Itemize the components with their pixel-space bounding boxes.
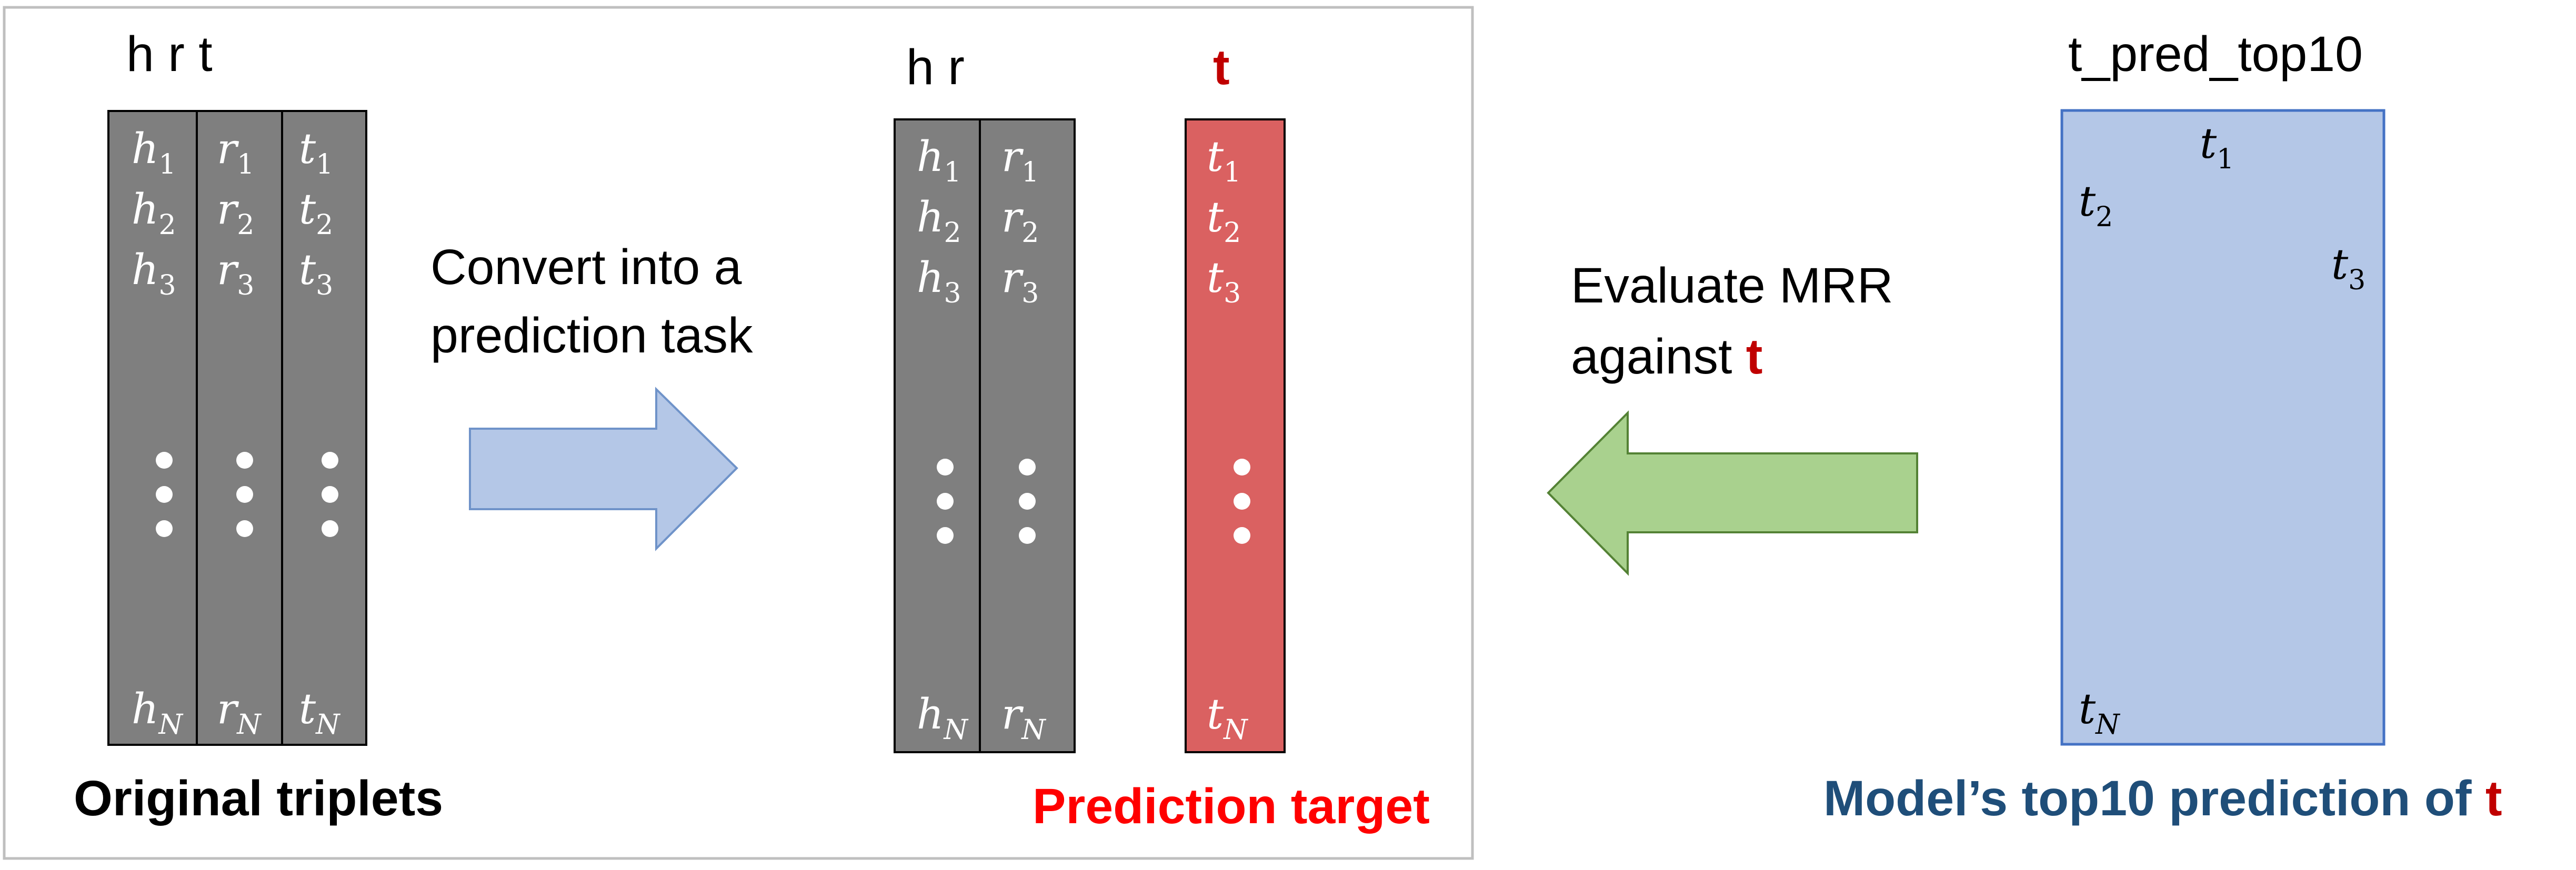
original-ellipsis — [156, 452, 338, 537]
ellipsis-dot — [322, 452, 338, 469]
original-tN: tN — [299, 684, 340, 741]
ellipsis-dot — [156, 520, 173, 537]
original-t3: t3 — [299, 245, 333, 301]
original-h1: h1 — [132, 124, 176, 180]
ellipsis-dot — [156, 486, 173, 503]
original-caption: Original triplets — [74, 771, 443, 826]
top10-tN: tN — [2079, 684, 2120, 741]
ellipsis-dot — [322, 520, 338, 537]
original-col-r — [196, 110, 283, 746]
prediction-col-target — [1185, 118, 1286, 753]
left-panel-frame — [3, 6, 1474, 860]
target-t2: t2 — [1207, 193, 1241, 249]
prediction-ellipsis — [937, 459, 1250, 544]
top10-caption: Model’s top10 prediction of t — [1823, 771, 2502, 826]
ellipsis-dot — [236, 486, 253, 503]
evaluate-label-target: t — [1746, 329, 1763, 385]
original-col-h — [107, 110, 198, 746]
ellipsis-dot — [937, 493, 954, 510]
prediction-header-t: t — [1213, 39, 1230, 95]
prediction-h1: h1 — [917, 132, 961, 188]
target-tN: tN — [1207, 690, 1248, 746]
prediction-col-h — [894, 118, 981, 753]
prediction-header-hr: h r — [906, 39, 965, 95]
prediction-h2: h2 — [917, 193, 961, 249]
top10-caption-prefix: Model’s top10 prediction of — [1823, 771, 2485, 826]
top10-t1: t1 — [2200, 119, 2234, 175]
original-t2: t2 — [299, 185, 333, 241]
prediction-r2: r2 — [1001, 193, 1039, 249]
ellipsis-dot — [1234, 493, 1250, 510]
prediction-caption: Prediction target — [1033, 778, 1430, 834]
evaluate-label-prefix: against — [1571, 329, 1746, 385]
evaluate-label-line1: Evaluate MRR — [1571, 258, 1893, 313]
original-header: h r t — [126, 26, 213, 82]
target-t3: t3 — [1207, 253, 1241, 309]
ellipsis-dot — [937, 459, 954, 476]
top10-t2: t2 — [2079, 177, 2113, 233]
ellipsis-dot — [322, 486, 338, 503]
original-rN: rN — [217, 684, 262, 741]
ellipsis-dot — [1019, 527, 1036, 544]
ellipsis-dot — [1019, 493, 1036, 510]
prediction-table — [894, 118, 1286, 753]
original-h3: h3 — [132, 245, 176, 301]
ellipsis-dot — [236, 520, 253, 537]
prediction-r1: r1 — [1001, 132, 1039, 188]
ellipsis-dot — [236, 452, 253, 469]
top10-caption-target: t — [2485, 771, 2502, 826]
ellipsis-dot — [1019, 459, 1036, 476]
convert-label-line1: Convert into a — [430, 239, 742, 295]
top10-header: t_pred_top10 — [2068, 26, 2363, 82]
ellipsis-dot — [1234, 527, 1250, 544]
target-t1: t1 — [1207, 132, 1241, 188]
original-r2: r2 — [217, 185, 254, 241]
original-h2: h2 — [132, 185, 176, 241]
convert-label-line2: prediction task — [430, 308, 753, 363]
evaluate-arrow — [1547, 410, 1918, 576]
original-t1: t1 — [299, 124, 333, 180]
prediction-col-r — [979, 118, 1076, 753]
original-col-t — [281, 110, 367, 746]
prediction-h3: h3 — [917, 253, 961, 309]
original-r3: r3 — [217, 245, 254, 301]
original-r1: r1 — [217, 124, 254, 180]
convert-arrow — [469, 387, 738, 551]
evaluate-label-line2: against t — [1571, 329, 1762, 385]
ellipsis-dot — [1234, 459, 1250, 476]
ellipsis-dot — [937, 527, 954, 544]
prediction-hN: hN — [917, 690, 969, 746]
prediction-rN: rN — [1001, 690, 1046, 746]
top10-t3: t3 — [2331, 240, 2365, 296]
original-hN: hN — [132, 684, 184, 741]
prediction-r3: r3 — [1001, 253, 1039, 309]
top10-box — [2060, 109, 2385, 746]
original-table — [107, 110, 367, 746]
ellipsis-dot — [156, 452, 173, 469]
